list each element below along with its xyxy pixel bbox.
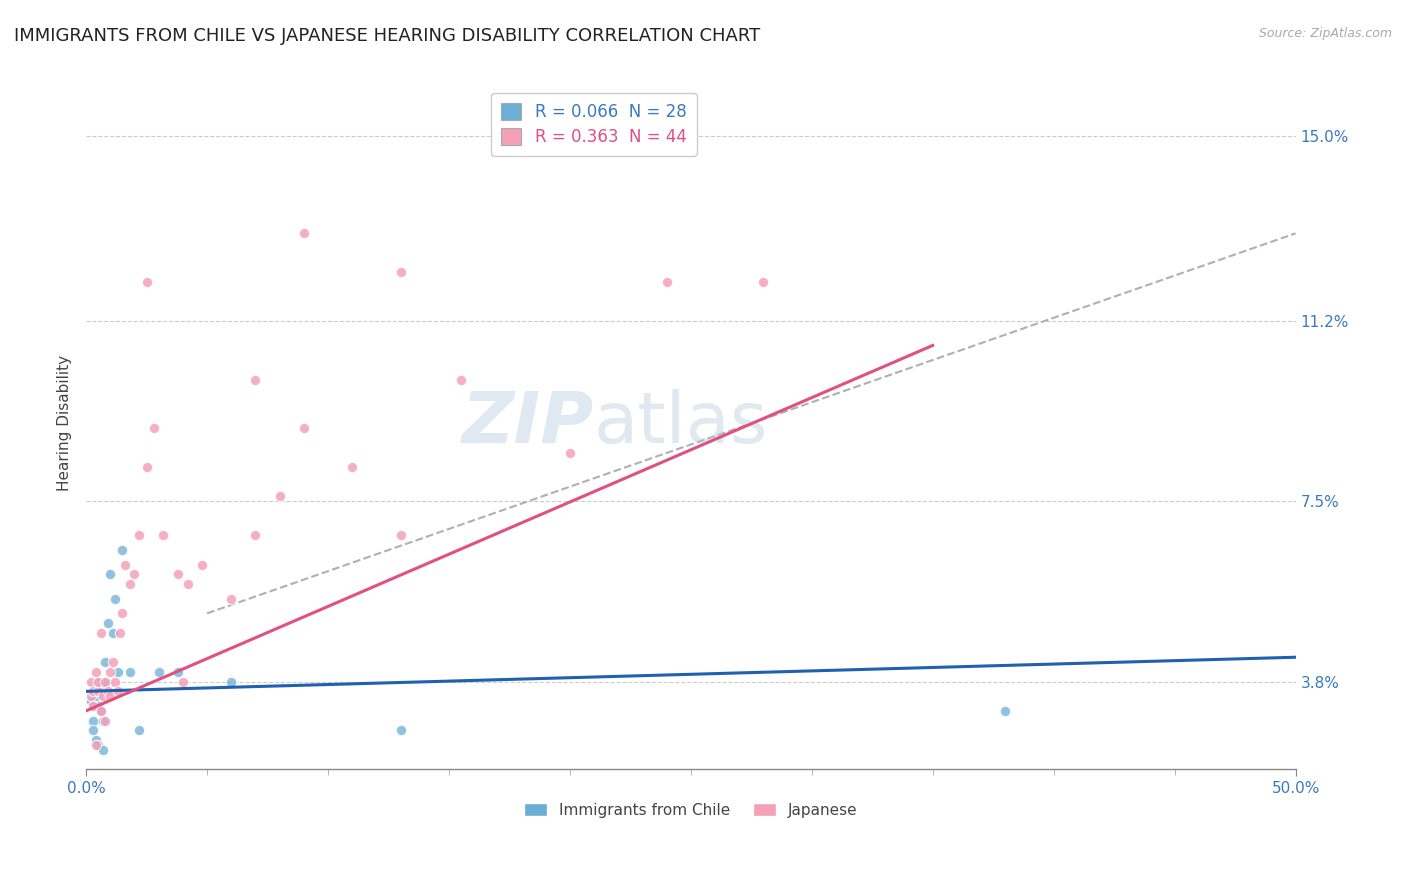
Text: Source: ZipAtlas.com: Source: ZipAtlas.com bbox=[1258, 27, 1392, 40]
Point bbox=[80, 694, 103, 708]
Point bbox=[90, 680, 112, 694]
Point bbox=[148, 665, 170, 679]
Point bbox=[101, 626, 124, 640]
Point bbox=[104, 674, 127, 689]
Point bbox=[91, 714, 114, 728]
Point bbox=[80, 674, 103, 689]
Point bbox=[82, 723, 104, 738]
Point bbox=[82, 714, 104, 728]
Point bbox=[292, 227, 315, 241]
Y-axis label: Hearing Disability: Hearing Disability bbox=[58, 355, 72, 491]
Point bbox=[91, 743, 114, 757]
Point bbox=[389, 528, 412, 542]
Point bbox=[152, 528, 174, 542]
Point bbox=[135, 460, 157, 475]
Point bbox=[98, 690, 121, 704]
Point bbox=[994, 704, 1017, 718]
Point bbox=[269, 490, 291, 504]
Point bbox=[142, 421, 165, 435]
Point bbox=[87, 738, 110, 752]
Point bbox=[84, 733, 107, 747]
Point bbox=[90, 704, 112, 718]
Point bbox=[97, 616, 120, 631]
Point bbox=[558, 445, 581, 459]
Point bbox=[94, 714, 117, 728]
Text: ZIP: ZIP bbox=[461, 389, 595, 458]
Point bbox=[80, 690, 103, 704]
Point bbox=[135, 275, 157, 289]
Point bbox=[450, 372, 472, 386]
Point bbox=[245, 528, 267, 542]
Point bbox=[128, 723, 150, 738]
Point bbox=[128, 528, 150, 542]
Point bbox=[245, 372, 267, 386]
Point bbox=[87, 698, 110, 713]
Point bbox=[94, 674, 117, 689]
Point bbox=[167, 665, 190, 679]
Point bbox=[107, 665, 129, 679]
Point bbox=[98, 665, 121, 679]
Point bbox=[98, 567, 121, 582]
Point bbox=[84, 738, 107, 752]
Point bbox=[84, 665, 107, 679]
Point bbox=[340, 460, 363, 475]
Point bbox=[124, 567, 146, 582]
Point bbox=[118, 665, 141, 679]
Point bbox=[167, 567, 190, 582]
Point bbox=[101, 655, 124, 669]
Point bbox=[111, 607, 134, 621]
Point bbox=[94, 655, 117, 669]
Point bbox=[97, 684, 120, 698]
Text: atlas: atlas bbox=[595, 389, 769, 458]
Point bbox=[219, 591, 242, 606]
Point bbox=[87, 674, 110, 689]
Legend: Immigrants from Chile, Japanese: Immigrants from Chile, Japanese bbox=[517, 797, 863, 824]
Point bbox=[107, 684, 129, 698]
Point bbox=[90, 704, 112, 718]
Point bbox=[108, 626, 131, 640]
Point bbox=[104, 591, 127, 606]
Point bbox=[114, 558, 136, 572]
Point bbox=[172, 674, 194, 689]
Point bbox=[389, 265, 412, 279]
Point bbox=[90, 684, 112, 698]
Point bbox=[111, 543, 134, 558]
Point bbox=[82, 698, 104, 713]
Point bbox=[87, 674, 110, 689]
Point bbox=[176, 577, 198, 591]
Text: IMMIGRANTS FROM CHILE VS JAPANESE HEARING DISABILITY CORRELATION CHART: IMMIGRANTS FROM CHILE VS JAPANESE HEARIN… bbox=[14, 27, 761, 45]
Point bbox=[84, 690, 107, 704]
Point bbox=[90, 626, 112, 640]
Point bbox=[91, 690, 114, 704]
Point bbox=[191, 558, 214, 572]
Point bbox=[389, 723, 412, 738]
Point bbox=[118, 577, 141, 591]
Point bbox=[82, 684, 104, 698]
Point bbox=[655, 275, 678, 289]
Point bbox=[752, 275, 775, 289]
Point bbox=[87, 684, 110, 698]
Point bbox=[292, 421, 315, 435]
Point bbox=[219, 674, 242, 689]
Point bbox=[94, 674, 117, 689]
